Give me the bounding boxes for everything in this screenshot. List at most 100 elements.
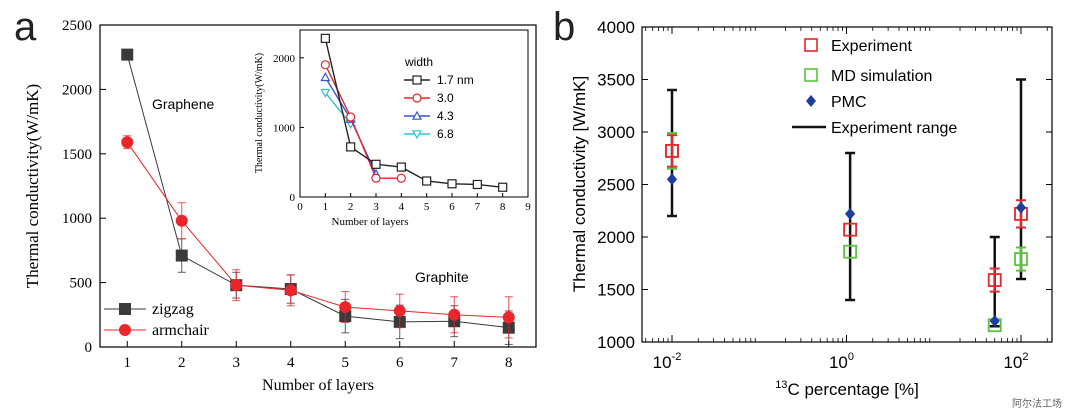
legend-label-experiment-range: Experiment range — [831, 120, 957, 137]
panel-b-x-label: 13C percentage [%] — [775, 379, 919, 399]
inset-y-tick-label: 2000 — [273, 53, 296, 65]
x-tick-label-base: 10 — [653, 353, 672, 372]
legend-label-armchair: armchair — [152, 322, 210, 339]
inset-data-point-1-7-nm — [498, 182, 508, 192]
inset-data-point-1-7-nm — [447, 179, 457, 189]
inset-data-point-3-0 — [396, 173, 406, 183]
inset-data-point-1-7-nm — [472, 179, 482, 190]
x-tick-label: 8 — [505, 355, 513, 371]
panel-a-frame — [99, 24, 537, 348]
data-point-armchair — [175, 214, 188, 227]
y-tick-label: 1000 — [62, 211, 92, 227]
y-tick-label: 500 — [70, 276, 93, 292]
inset-frame — [299, 29, 529, 198]
pmc-point — [989, 315, 1000, 327]
panel-b-series — [665, 78, 1028, 333]
inset-data-point-3-0 — [320, 60, 330, 70]
inset-legend-label-3-0: 3.0 — [437, 91, 454, 105]
y-tick-label: 3000 — [597, 123, 635, 142]
x-label-superscript: 13 — [775, 379, 787, 391]
legend-label-md-simulation: MD simulation — [831, 68, 932, 85]
inset-y-label: Thermal conductivity(W/mK) — [254, 53, 265, 173]
panel-a-legend: zigzag armchair — [104, 301, 210, 339]
inset-data-point-4-3 — [320, 72, 331, 82]
x-tick-label: 3 — [233, 355, 241, 371]
x-tick-label: 2 — [178, 355, 186, 371]
legend-item-armchair: armchair — [104, 322, 210, 339]
panel-a-y-label: Thermal conductivity(W/mK) — [23, 84, 42, 288]
inset-series — [320, 33, 508, 192]
inset-x-tick-label: 6 — [449, 201, 455, 213]
legend-marker-md-simulation — [804, 68, 818, 82]
data-point-armchair — [339, 301, 352, 314]
watermark: 阿尔法工场 — [1012, 397, 1062, 410]
legend-marker-zigzag — [119, 303, 131, 315]
inset-y-tick-label: 1000 — [273, 122, 296, 134]
x-tick-label: 7 — [451, 355, 459, 371]
inset-x-axis: 0 1 2 3 4 5 6 7 8 9 — [297, 193, 531, 213]
inset-chart: 0 1000 2000 0 1 2 3 4 5 6 7 8 9 Thermal conductivit… — [254, 29, 531, 228]
inset-legend-label-4-3: 4.3 — [437, 109, 454, 123]
x-tick-label-exponent: 2 — [1022, 351, 1028, 363]
inset-data-point-1-7-nm — [346, 142, 356, 152]
panel-b-x-axis: 10-2 100 102 — [645, 27, 1048, 372]
y-tick-label: 0 — [85, 340, 93, 356]
inset-x-label: Number of layers — [332, 216, 409, 228]
x-tick-label: 4 — [287, 355, 295, 371]
legend-marker-pmc — [806, 95, 816, 107]
data-point-zigzag — [121, 48, 134, 61]
inset-legend-marker-1-7-nm — [412, 75, 422, 85]
y-tick-label: 3500 — [597, 71, 635, 90]
panel-b-legend: Experiment MD simulation PMC Experiment … — [792, 38, 957, 137]
inset-y-axis: 0 1000 2000 — [273, 53, 304, 204]
inset-x-tick-label: 5 — [424, 201, 430, 213]
panel-b-y-axis: 1000 1500 2000 2500 3000 3500 4000 — [597, 18, 1052, 352]
data-point-armchair — [502, 311, 515, 324]
inset-x-tick-label: 2 — [348, 201, 354, 213]
inset-x-tick-label: 1 — [323, 201, 329, 213]
panel-a-letter: a — [14, 5, 37, 49]
x-tick-label: 1 — [124, 355, 132, 371]
x-tick-label: 6 — [396, 355, 404, 371]
data-point-armchair — [121, 136, 134, 149]
panel-b-y-label: Thermal conductivity [W/mK] — [570, 76, 589, 292]
x-tick-label-base: 10 — [829, 353, 848, 372]
y-tick-label: 4000 — [597, 18, 635, 37]
inset-data-point-3-0 — [346, 112, 356, 122]
y-tick-label: 1500 — [597, 281, 635, 300]
legend-marker-armchair — [119, 324, 131, 336]
inset-legend-label-6-8: 6.8 — [437, 127, 454, 141]
pmc-point — [666, 173, 678, 186]
inset-data-point-1-7-nm — [320, 33, 330, 43]
data-point-armchair — [230, 279, 243, 292]
inset-legend-title: width — [404, 55, 433, 69]
inset-x-tick-label: 8 — [500, 201, 506, 213]
pmc-point — [1015, 201, 1027, 214]
data-point-armchair — [393, 304, 406, 317]
legend-label-zigzag: zigzag — [152, 301, 194, 318]
data-point-zigzag — [175, 249, 188, 262]
panel-a-x-axis: 1 2 3 4 5 6 7 8 — [124, 341, 513, 371]
y-tick-label: 2500 — [62, 18, 92, 34]
x-tick-label: 102 — [1003, 351, 1028, 372]
annotation-graphite: Graphite — [415, 269, 469, 285]
inset-data-point-1-7-nm — [396, 162, 406, 172]
inset-x-tick-label: 7 — [475, 201, 481, 213]
y-tick-label: 1000 — [597, 333, 635, 352]
x-tick-label-exponent: 0 — [848, 351, 854, 363]
inset-x-tick-label: 4 — [399, 201, 405, 213]
x-tick-label-base: 10 — [1003, 353, 1022, 372]
md-simulation-point — [1014, 252, 1028, 266]
legend-marker-experiment — [804, 38, 818, 52]
panel-a-x-label: Number of layers — [262, 377, 374, 394]
inset-data-point-1-7-nm — [371, 159, 381, 169]
inset-data-point-6-8 — [320, 88, 331, 98]
experiment-point — [987, 273, 1002, 287]
inset-legend-marker-3-0 — [412, 93, 422, 103]
inset-legend: width 1.7 nm 3.0 4.3 6.8 — [404, 55, 474, 141]
y-tick-label: 2000 — [597, 228, 635, 247]
x-tick-label: 5 — [342, 355, 350, 371]
panel-a-series — [121, 48, 515, 345]
